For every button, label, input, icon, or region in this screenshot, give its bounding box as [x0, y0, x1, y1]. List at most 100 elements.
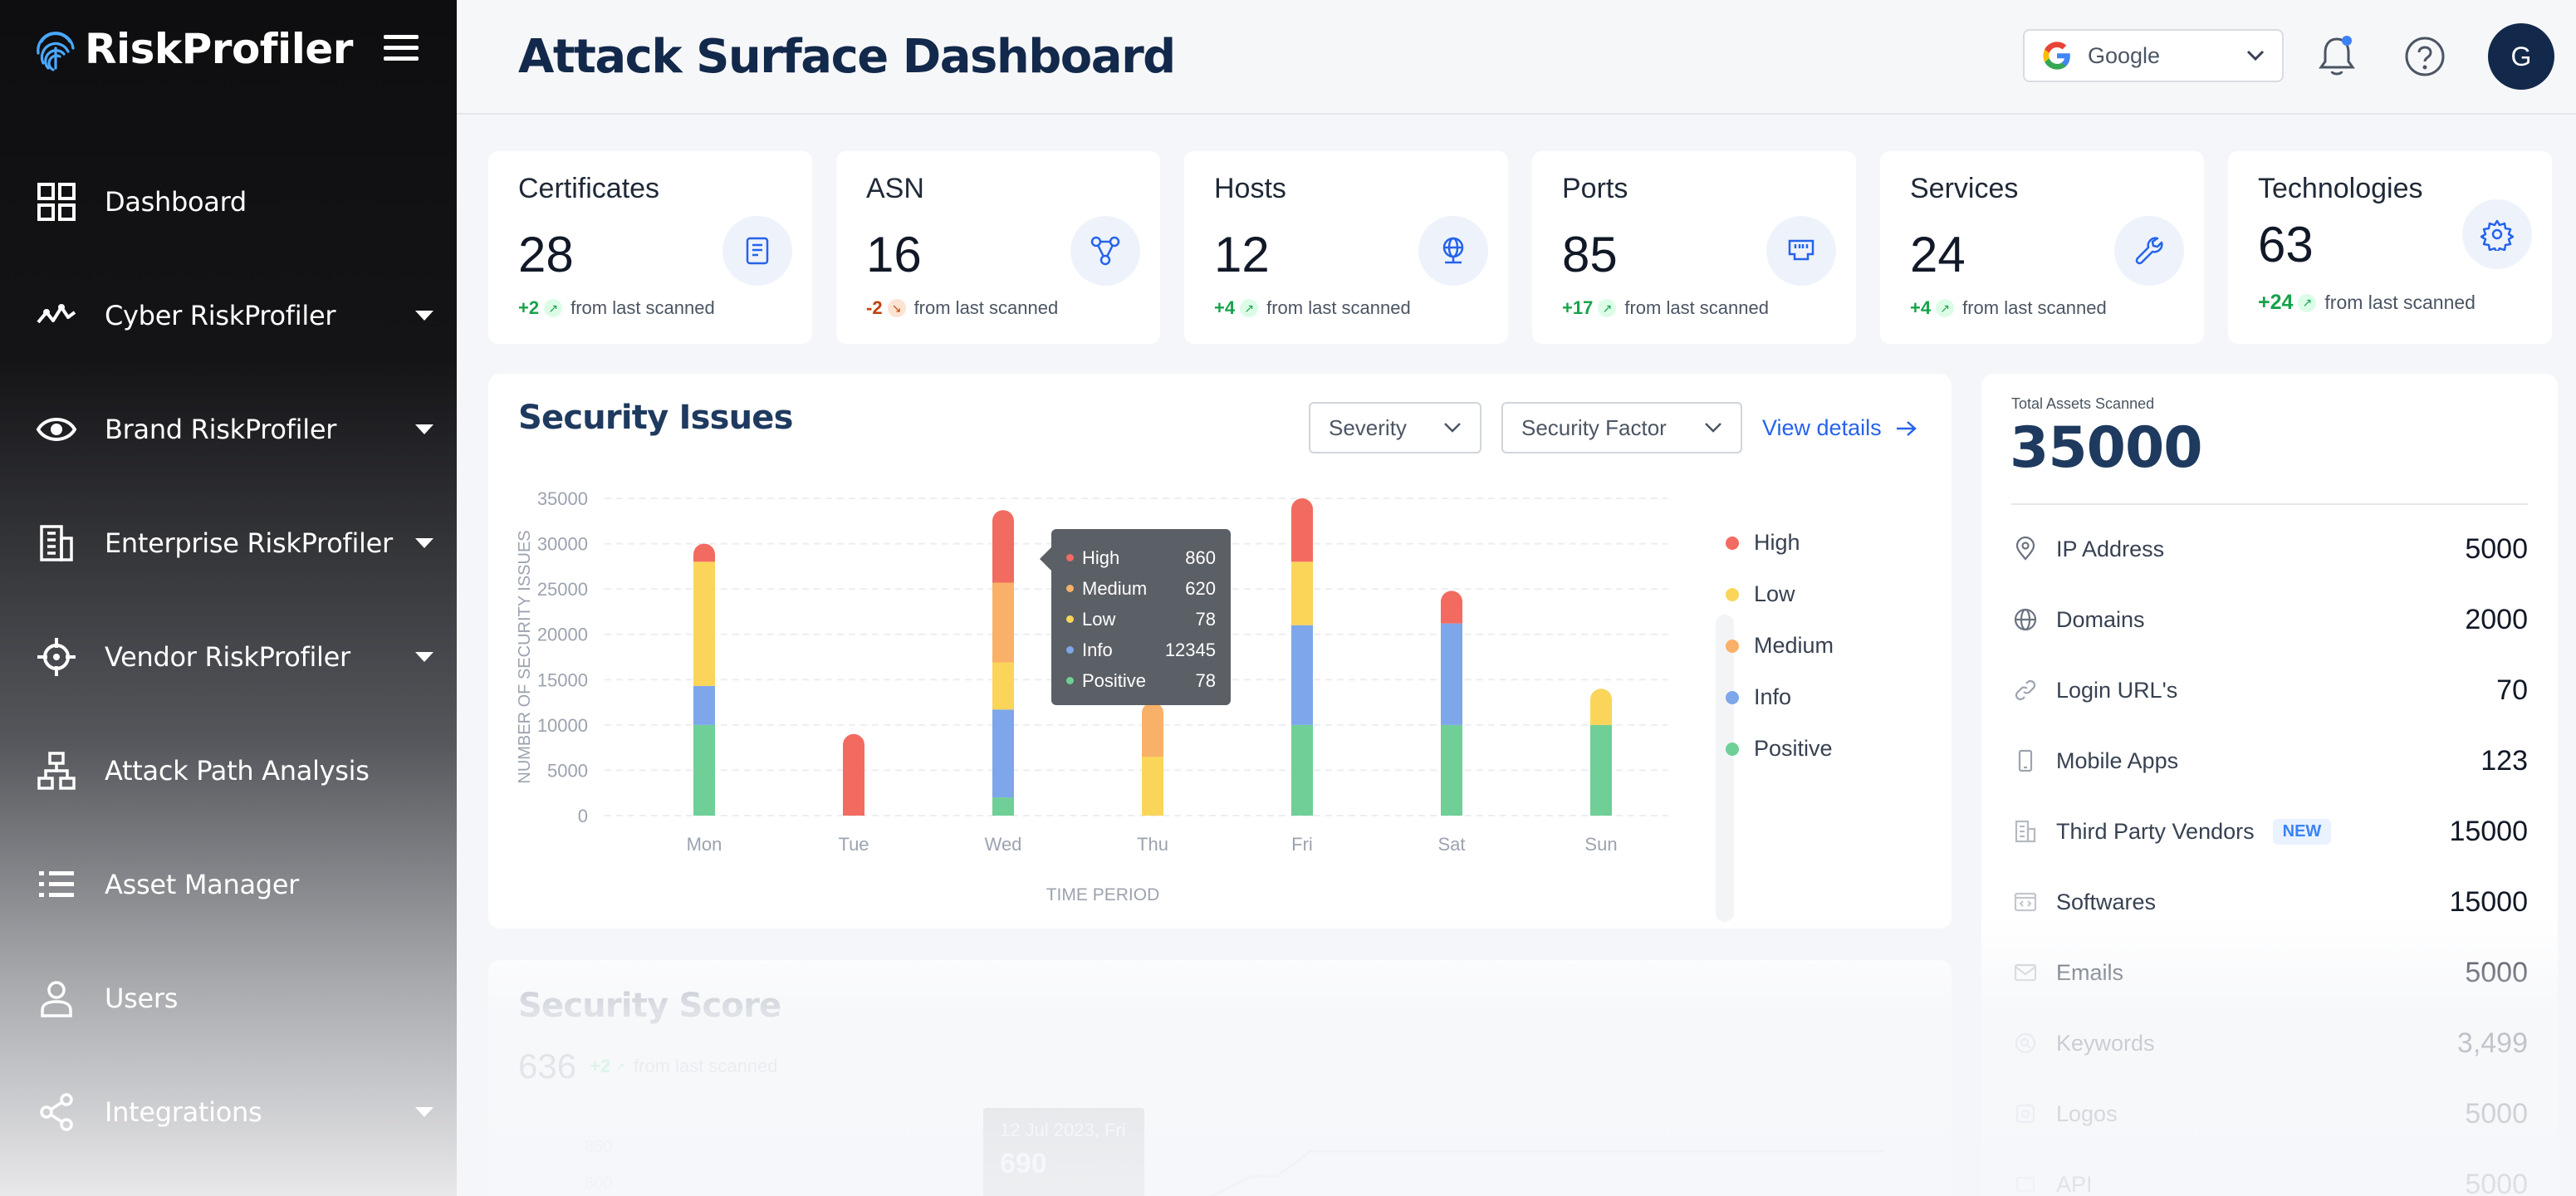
legend-item-high[interactable]: High [1726, 530, 1800, 556]
legend-item-positive[interactable]: Positive [1726, 736, 1833, 762]
legend-item-medium[interactable]: Medium [1726, 633, 1834, 659]
score-tooltip: 12 Jul 2023, Fri 690 [983, 1108, 1144, 1196]
score-tooltip-date: 12 Jul 2023, Fri [1000, 1120, 1126, 1140]
stat-value: 63 [2258, 217, 2314, 272]
network-icon [1070, 216, 1140, 286]
legend-swatch [1726, 690, 1739, 704]
bar-segment-medium [1142, 702, 1163, 757]
stat-delta: +4 ↗ from last scanned [1910, 297, 2107, 319]
sidebar-item-enterprise-riskprofiler[interactable]: Enterprise RiskProfiler [35, 510, 433, 576]
sidebar-item-attack-path-analysis[interactable]: Attack Path Analysis [35, 738, 433, 804]
stat-card-certificates[interactable]: Certificates 28 +2 ↗ from last scanned [488, 151, 812, 344]
legend-swatch [1726, 587, 1739, 601]
asset-label: Domains [2056, 606, 2145, 632]
asset-label: Mobile Apps [2056, 748, 2179, 773]
view-details-link[interactable]: View details [1762, 415, 1918, 441]
sidebar-item-integrations[interactable]: Integrations [35, 1079, 433, 1145]
asset-row-logos[interactable]: Logos 5000 [2011, 1093, 2528, 1135]
security-issues-title: Security Issues [518, 399, 793, 437]
delta-note: from last scanned [913, 297, 1059, 318]
bar-segment-low [1590, 689, 1612, 725]
asset-row-ip-address[interactable]: IP Address 5000 [2011, 528, 2528, 570]
asset-row-login-urls[interactable]: Login URL's 70 [2011, 669, 2528, 711]
security-score-summary: 636 +2 ↗ from last scanned [518, 1046, 778, 1086]
stat-delta: +17 ↗ from last scanned [1562, 297, 1769, 319]
stat-card-asn[interactable]: ASN 16 -2 ↘ from last scanned [836, 151, 1160, 344]
chart-tooltip: High 860 Medium 620 Low 78 Info 12345 Positi… [1040, 529, 1231, 705]
legend-item-info[interactable]: Info [1726, 684, 1791, 710]
user-avatar[interactable]: G [2488, 23, 2554, 90]
delta-note: from last scanned [571, 297, 715, 318]
tooltip-label: High [1082, 547, 1120, 568]
legend-label: High [1754, 530, 1800, 555]
legend-label: Low [1754, 581, 1795, 606]
tooltip-row: High 860 [1066, 542, 1216, 573]
delta-note: from last scanned [1624, 297, 1769, 318]
certificate-icon [722, 216, 792, 286]
total-assets-value: 35000 [2010, 415, 2203, 481]
legend-scrollbar[interactable] [1716, 615, 1734, 922]
asset-row-emails[interactable]: Emails 5000 [2011, 952, 2528, 993]
google-logo-icon [2043, 42, 2070, 70]
sidebar-item-label: Attack Path Analysis [105, 755, 370, 787]
brand-name: RiskProfiler [85, 25, 353, 73]
sidebar-item-brand-riskprofiler[interactable]: Brand RiskProfiler [35, 396, 433, 463]
asset-row-third-party-vendors[interactable]: Third Party Vendors NEW 15000 [2011, 811, 2528, 852]
asset-row-domains[interactable]: Domains 2000 [2011, 599, 2528, 640]
crosshair-icon [35, 635, 78, 679]
sidebar-item-asset-manager[interactable]: Asset Manager [35, 851, 433, 918]
sidebar-item-dashboard[interactable]: Dashboard [35, 169, 433, 235]
delta-note: from last scanned [1962, 297, 2107, 318]
y-tick-label: 10000 [537, 715, 588, 736]
tooltip-label: Medium [1082, 577, 1148, 599]
help-icon [2405, 37, 2445, 76]
stat-value: 85 [1562, 227, 1618, 282]
organization-select-value: Google [2088, 42, 2161, 68]
stat-value: 12 [1214, 227, 1270, 282]
stat-card-services[interactable]: Services 24 +4 ↗ from last scanned [1880, 151, 2204, 344]
bar-segment-positive [1291, 724, 1313, 816]
severity-filter-dropdown[interactable]: Severity [1309, 402, 1481, 453]
asset-label: Login URL's [2056, 677, 2178, 703]
logo-frame-icon [2011, 1100, 2040, 1128]
stat-card-ports[interactable]: Ports 85 +17 ↗ from last scanned [1532, 151, 1856, 344]
asset-label: API [2056, 1171, 2093, 1196]
asset-row-keywords[interactable]: Keywords 3,499 [2011, 1022, 2528, 1064]
asset-label: Keywords [2056, 1030, 2155, 1056]
score-axis-tick: 800 [585, 1174, 613, 1193]
notifications-button[interactable] [2312, 32, 2362, 81]
stat-card-hosts[interactable]: Hosts 12 +4 ↗ from last scanned [1184, 151, 1508, 344]
chevron-down-icon [1444, 423, 1461, 433]
legend-item-low[interactable]: Low [1726, 581, 1795, 607]
help-button[interactable] [2400, 32, 2450, 81]
organization-select[interactable]: Google [2023, 29, 2284, 82]
stat-delta: +24 ↗ from last scanned [2258, 291, 2476, 315]
sidebar-item-label: Integrations [105, 1096, 262, 1128]
y-tick-label: 30000 [537, 534, 588, 555]
chevron-down-icon [415, 311, 433, 321]
asset-row-softwares[interactable]: Softwares 15000 [2011, 881, 2528, 923]
sidebar-item-cyber-riskprofiler[interactable]: Cyber RiskProfiler [35, 282, 433, 349]
gear-icon [2462, 199, 2532, 269]
chevron-down-icon [1705, 423, 1721, 433]
x-tick-label: Fri [1291, 834, 1313, 855]
menu-toggle-button[interactable] [384, 33, 419, 67]
arrow-up-right-icon: ↗ [1598, 299, 1617, 317]
bar-segment-info [693, 685, 715, 725]
sidebar-item-users[interactable]: Users [35, 965, 433, 1032]
x-tick-label: Wed [985, 834, 1022, 855]
security-factor-filter-dropdown[interactable]: Security Factor [1501, 402, 1742, 453]
sidebar-item-label: Vendor RiskProfiler [105, 641, 350, 673]
asset-label: Logos [2056, 1100, 2118, 1126]
legend-swatch [1726, 536, 1739, 550]
tooltip-row: Low 78 [1066, 604, 1216, 635]
asset-row-mobile-apps[interactable]: Mobile Apps 123 [2011, 740, 2528, 782]
stat-label: ASN [866, 173, 924, 204]
brand-logo[interactable]: RiskProfiler [35, 25, 353, 73]
stat-card-technologies[interactable]: Technologies 63 +24 ↗ from last scanned [2228, 151, 2552, 344]
sidebar-item-vendor-riskprofiler[interactable]: Vendor RiskProfiler [35, 624, 433, 690]
asset-row-api[interactable]: API 5000 [2011, 1164, 2528, 1196]
chevron-down-icon [415, 652, 433, 662]
building-icon [35, 522, 78, 565]
link-icon [2011, 676, 2040, 704]
